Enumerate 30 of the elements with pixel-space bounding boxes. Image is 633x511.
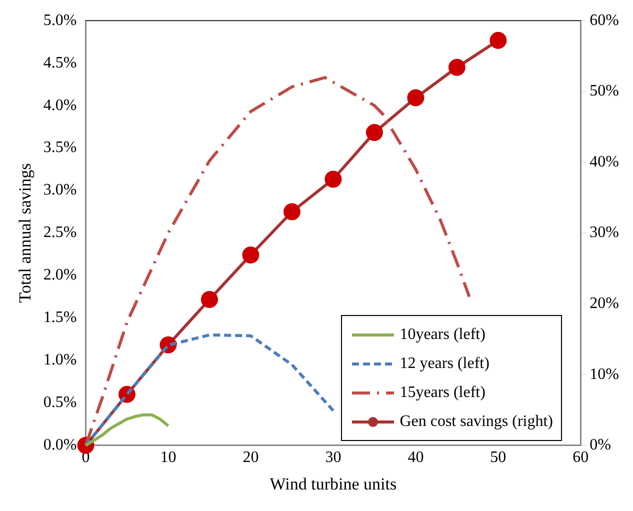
y2-tick-label: 30% [590,224,619,242]
y2-tick-label: 40% [590,153,619,170]
y-tick-label: 4.5% [43,54,77,72]
y-tick-label: 5.0% [43,12,77,29]
y-tick-label: 0.5% [43,394,77,412]
y2-tick-label: 60% [590,12,619,29]
y-axis-title: Total annual savings [16,163,35,303]
y-tick-label: 4.0% [43,96,77,114]
x-tick-label: 30 [325,449,342,466]
x-tick-label: 40 [408,449,424,466]
y2-tick-label: 50% [590,82,619,100]
legend-label: Gen cost savings (right) [400,412,553,430]
y-tick-label: 1.5% [43,309,77,326]
y-tick-label: 2.0% [43,266,77,284]
x-tick-label: 10 [160,449,176,466]
legend-label: 15years (left) [400,384,486,402]
x-axis-title: Wind turbine units [270,474,397,494]
y-tick-label: 2.5% [43,224,77,242]
y-tick-label: 0.0% [43,436,77,454]
y2-tick-label: 20% [590,295,619,312]
y-tick-label: 3.0% [43,182,77,199]
y-tick-label: 3.5% [43,139,77,156]
x-tick-label: 60 [572,449,589,466]
legend-label: 12 years (left) [400,354,490,372]
x-tick-label: 50 [490,449,506,466]
y2-tick-label: 0% [590,436,611,454]
y2-tick-label: 10% [590,366,619,383]
x-tick-label: 20 [242,449,259,466]
y-tick-label: 1.0% [43,352,77,369]
legend-label: 10years (left) [400,326,486,344]
